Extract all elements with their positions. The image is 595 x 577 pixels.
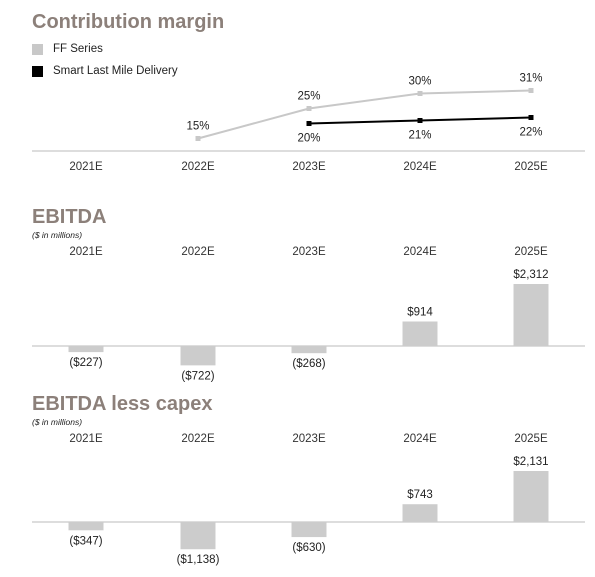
- ebitda-less-capex-x-tick-2022e: 2022E: [181, 433, 215, 445]
- ebitda-bar-2023e: [291, 346, 327, 354]
- label-ff-series-2023e: 25%: [297, 91, 320, 103]
- ebitda-less-capex-bar-2024e: [402, 504, 438, 522]
- ebitda-bar-2021e: [68, 346, 104, 353]
- legend-swatch-smart-last-mile: [32, 65, 43, 77]
- label-smart-last-mile-2025e: 22%: [519, 127, 542, 139]
- ebitda-bar-2025e: [513, 284, 549, 346]
- label-smart-last-mile-2024e: 21%: [408, 130, 431, 142]
- ebitda-less-capex-bar-2023e: [291, 522, 327, 538]
- ebitda-less-capex-bar-2021e: [68, 522, 104, 531]
- label-ff-series-2024e: 30%: [408, 76, 431, 88]
- margin-x-tick-2022e: 2022E: [181, 161, 215, 173]
- point-ff-series-2024e: [417, 91, 423, 96]
- margin-x-tick-2021e: 2021E: [69, 161, 103, 173]
- ebitda-value-label-2025e: $2,312: [513, 269, 548, 281]
- contribution-margin-title: Contribution margin: [32, 11, 225, 33]
- ebitda-less-capex-x-tick-2024e: 2024E: [403, 433, 437, 445]
- legend-swatch-ff-series: [32, 43, 43, 55]
- ebitda-bar-2022e: [180, 346, 216, 366]
- legend-label-ff-series: FF Series: [53, 43, 103, 55]
- ebitda-x-tick-2025e: 2025E: [514, 246, 548, 258]
- point-smart-last-mile-2024e: [417, 118, 423, 123]
- ebitda-less-capex-value-label-2024e: $743: [407, 489, 433, 501]
- ebitda-value-label-2023e: ($268): [292, 358, 325, 370]
- ebitda-less-capex-title: EBITDA less capex: [32, 393, 213, 415]
- ebitda-less-capex-value-label-2022e: ($1,138): [177, 554, 220, 566]
- legend-item-smart-last-mile: Smart Last Mile Delivery: [32, 65, 178, 77]
- ebitda-value-label-2022e: ($722): [181, 370, 214, 382]
- margin-x-tick-2024e: 2024E: [403, 161, 437, 173]
- point-smart-last-mile-2025e: [528, 115, 534, 120]
- margin-x-tick-2023e: 2023E: [292, 161, 326, 173]
- legend-item-ff-series: FF Series: [32, 43, 103, 55]
- legend-label-smart-last-mile: Smart Last Mile Delivery: [53, 65, 178, 77]
- ebitda-less-capex-x-tick-2021e: 2021E: [69, 433, 103, 445]
- ebitda-x-tick-2022e: 2022E: [181, 246, 215, 258]
- margin-x-tick-2025e: 2025E: [514, 161, 548, 173]
- point-ff-series-2025e: [528, 88, 534, 93]
- ebitda-value-label-2024e: $914: [407, 306, 433, 318]
- point-smart-last-mile-2023e: [306, 121, 312, 126]
- ebitda-less-capex-value-label-2021e: ($347): [69, 535, 102, 547]
- ebitda-less-capex-unit-note: ($ in millions): [32, 417, 83, 427]
- ebitda-less-capex-value-label-2023e: ($630): [292, 542, 325, 554]
- label-ff-series-2022e: 15%: [186, 121, 209, 133]
- point-ff-series-2022e: [195, 136, 201, 141]
- label-smart-last-mile-2023e: 20%: [297, 133, 320, 145]
- ebitda-value-label-2021e: ($227): [69, 357, 102, 369]
- ebitda-less-capex-x-tick-2025e: 2025E: [514, 433, 548, 445]
- ebitda-x-tick-2023e: 2023E: [292, 246, 326, 258]
- ebitda-bar-2024e: [402, 321, 438, 346]
- ebitda-x-tick-2021e: 2021E: [69, 246, 103, 258]
- ebitda-less-capex-bar-2022e: [180, 522, 216, 550]
- ebitda-unit-note: ($ in millions): [32, 230, 83, 240]
- point-ff-series-2023e: [306, 106, 312, 111]
- ebitda-title: EBITDA: [32, 206, 107, 228]
- ebitda-x-tick-2024e: 2024E: [403, 246, 437, 258]
- ebitda-less-capex-value-label-2025e: $2,131: [513, 456, 548, 468]
- line-ff-series: [197, 89, 532, 140]
- ebitda-less-capex-x-tick-2023e: 2023E: [292, 433, 326, 445]
- label-ff-series-2025e: 31%: [519, 73, 542, 85]
- ebitda-less-capex-bar-2025e: [513, 471, 549, 522]
